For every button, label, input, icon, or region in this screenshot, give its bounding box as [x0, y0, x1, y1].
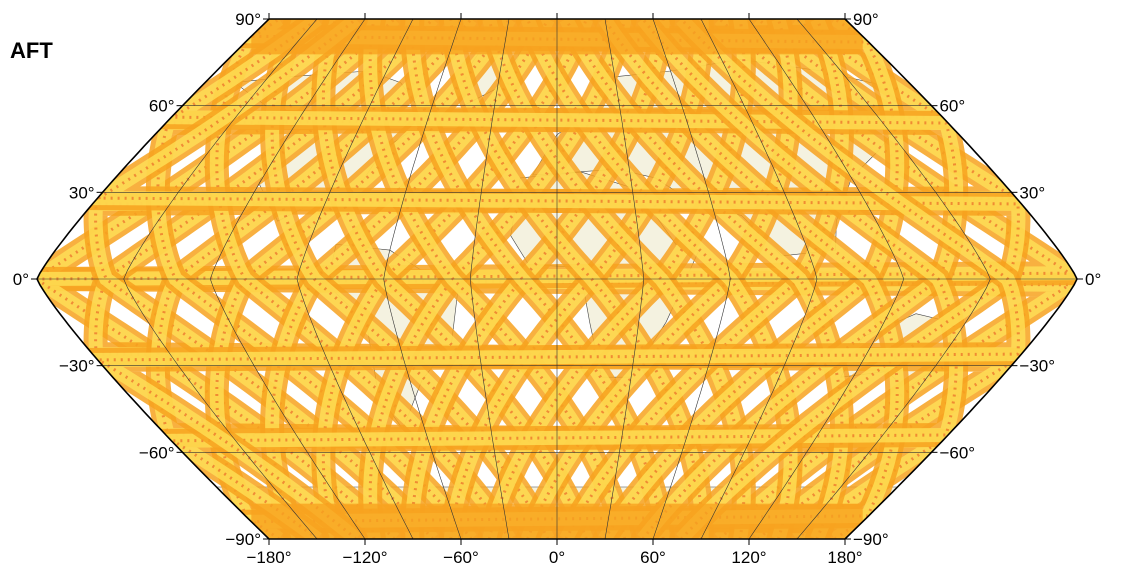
latitude-label-right: −90°: [853, 530, 889, 549]
longitude-gridline: [748, 19, 905, 539]
map-content: [37, 19, 1077, 539]
longitude-gridline: [652, 19, 731, 539]
longitude-label: 180°: [827, 548, 862, 567]
latitude-label-right: −30°: [1019, 357, 1055, 376]
longitude-gridline: [209, 19, 366, 539]
graticule: [37, 19, 1077, 539]
latitude-label-right: −60°: [939, 443, 975, 462]
latitude-label-left: 60°: [149, 97, 175, 116]
longitude-gridline: [796, 19, 991, 539]
longitude-gridline: [469, 19, 510, 539]
axis-ticks: [31, 13, 1083, 545]
latitude-label-left: 0°: [13, 270, 29, 289]
panel-label: AFT: [10, 38, 53, 63]
longitude-gridline: [296, 19, 414, 539]
latitude-label-right: 90°: [853, 10, 879, 29]
longitude-label: 0°: [549, 548, 565, 567]
latitude-label-left: −30°: [59, 357, 95, 376]
longitude-label: −180°: [246, 548, 291, 567]
longitude-label: −60°: [443, 548, 479, 567]
latitude-label-left: −90°: [225, 530, 261, 549]
longitude-gridline: [700, 19, 818, 539]
longitude-gridline: [123, 19, 318, 539]
longitude-gridline: [383, 19, 462, 539]
longitude-gridline: [604, 19, 645, 539]
longitude-label: 120°: [731, 548, 766, 567]
latitude-label-right: 60°: [939, 97, 965, 116]
longitude-label: −120°: [342, 548, 387, 567]
axis-labels: 90° 60° 30° 0° −30° −60° −90° 90° 60° 30° 0° −30° −6…: [13, 10, 1102, 567]
latitude-label-left: 30°: [69, 183, 95, 202]
latitude-label-right: 0°: [1085, 270, 1101, 289]
latitude-label-left: −60°: [139, 443, 175, 462]
longitude-label: 60°: [640, 548, 666, 567]
latitude-label-right: 30°: [1019, 183, 1045, 202]
latitude-label-left: 90°: [235, 10, 261, 29]
